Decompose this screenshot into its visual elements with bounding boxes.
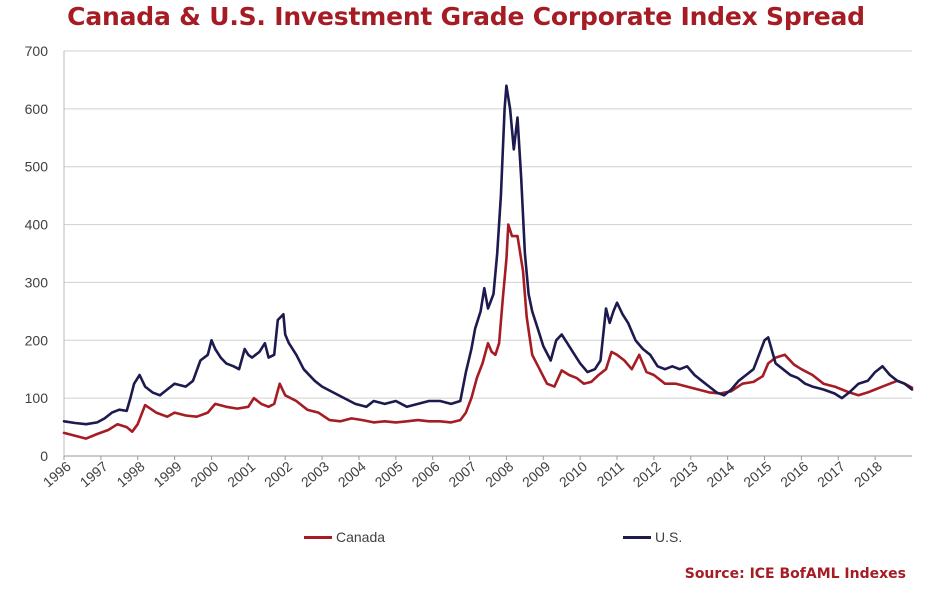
series-line-us [62, 84, 914, 426]
y-tick-label: 500 [25, 159, 49, 175]
x-tick-label: 1998 [114, 458, 148, 490]
x-axis-tick-labels: 1996 1997 1998 1999 2000 2001 2002 2003 2004 2005… [40, 458, 885, 490]
legend-item-us: U.S. [623, 528, 682, 546]
chart-title: Canada & U.S. Investment Grade Corporate… [67, 2, 865, 31]
gridlines [64, 50, 912, 399]
x-tick-label: 2014 [703, 458, 737, 490]
x-tick-label: 2013 [667, 458, 701, 490]
x-tick-label: 2015 [740, 458, 774, 490]
y-tick-label: 700 [25, 43, 49, 59]
x-tick-label: 2018 [851, 458, 885, 490]
x-tick-label: 2004 [335, 458, 369, 490]
x-tick-label: 2009 [519, 458, 553, 490]
series-lines [62, 84, 914, 440]
y-tick-label: 300 [25, 274, 49, 290]
x-tick-label: 2002 [261, 458, 295, 490]
x-tick-label: 2000 [187, 458, 221, 490]
x-tick-label: 2003 [298, 458, 332, 490]
legend-swatch-canada [304, 535, 332, 539]
x-tick-label: 2006 [408, 458, 442, 490]
x-tick-label: 1997 [77, 458, 111, 490]
y-tick-label: 600 [25, 101, 49, 117]
y-tick-label: 200 [25, 332, 49, 348]
x-tick-label: 2012 [630, 458, 664, 490]
x-tick-label: 2001 [224, 458, 258, 490]
x-tick-label: 2008 [482, 458, 516, 490]
legend-label-canada: Canada [336, 529, 386, 545]
legend-item-canada: Canada [304, 528, 385, 546]
x-tick-label: 2016 [777, 458, 811, 490]
y-tick-label: 0 [40, 448, 48, 464]
legend-label-us: U.S. [655, 529, 683, 545]
y-tick-label: 400 [25, 217, 49, 233]
x-tick-label: 2011 [594, 458, 628, 490]
y-axis-tick-labels: 0 100 200 300 400 500 600 700 [25, 43, 49, 464]
x-tick-label: 2010 [556, 458, 590, 490]
source-note: Source: ICE BofAML Indexes [684, 566, 906, 582]
y-tick-label: 100 [25, 390, 49, 406]
x-tick-label: 2007 [445, 458, 479, 490]
axes [63, 51, 912, 460]
x-tick-label: 1999 [150, 458, 184, 490]
x-tick-label: 2005 [372, 458, 406, 490]
x-tick-label: 2017 [814, 458, 848, 490]
legend-swatch-us [623, 535, 651, 539]
series-line-canada [62, 223, 914, 440]
